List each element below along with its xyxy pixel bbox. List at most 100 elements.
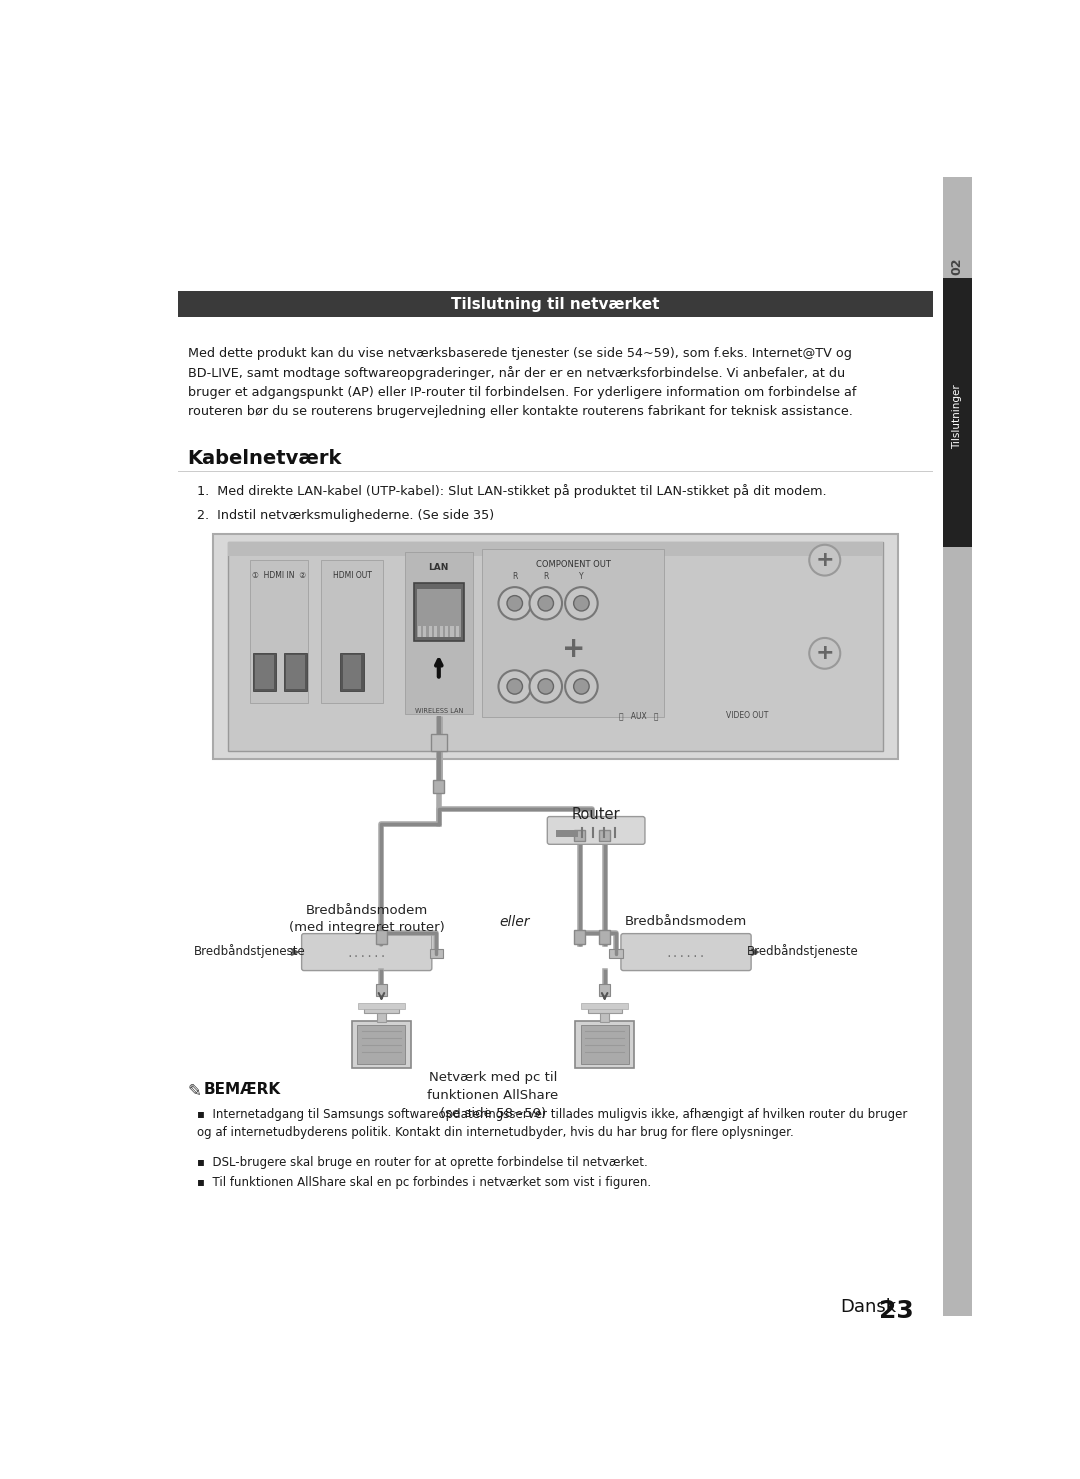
Bar xyxy=(599,830,610,842)
Bar xyxy=(228,541,882,751)
Text: WIRELESS LAN: WIRELESS LAN xyxy=(415,708,463,714)
Circle shape xyxy=(507,679,523,694)
Bar xyxy=(342,655,362,689)
Bar xyxy=(581,1003,627,1009)
Text: Bredbåndstjeneste: Bredbåndstjeneste xyxy=(193,945,306,958)
Bar xyxy=(445,627,448,637)
FancyBboxPatch shape xyxy=(548,816,645,845)
Bar xyxy=(440,627,443,637)
Text: 02: 02 xyxy=(950,257,963,275)
Circle shape xyxy=(573,679,590,694)
Bar xyxy=(433,779,444,793)
Text: Netværk med pc til
funktionen AllShare
(se side 58~59): Netværk med pc til funktionen AllShare (… xyxy=(428,1071,558,1120)
Bar xyxy=(609,950,623,958)
Text: eller: eller xyxy=(499,916,530,929)
Bar xyxy=(429,627,432,637)
Bar xyxy=(581,1025,629,1063)
Text: ▪  DSL-brugere skal bruge en router for at oprette forbindelse til netværket.: ▪ DSL-brugere skal bruge en router for a… xyxy=(197,1157,648,1170)
Text: ①  HDMI IN  ②: ① HDMI IN ② xyxy=(252,571,306,580)
Text: Kabelnetværk: Kabelnetværk xyxy=(188,448,342,467)
Circle shape xyxy=(565,587,597,620)
Circle shape xyxy=(809,637,840,669)
Bar xyxy=(943,278,972,547)
Text: Med dette produkt kan du vise netværksbaserede tjenester (se side 54~59), som f.: Med dette produkt kan du vise netværksba… xyxy=(188,348,856,419)
FancyBboxPatch shape xyxy=(301,933,432,970)
Bar xyxy=(418,627,421,637)
Circle shape xyxy=(565,670,597,703)
Circle shape xyxy=(538,596,554,611)
Bar xyxy=(430,950,444,958)
Circle shape xyxy=(499,670,531,703)
Circle shape xyxy=(499,587,531,620)
Text: Bredbåndsmodem: Bredbåndsmodem xyxy=(625,916,747,929)
Circle shape xyxy=(538,679,554,694)
Text: Ⓡ   AUX   Ⓛ: Ⓡ AUX Ⓛ xyxy=(619,711,659,720)
Bar xyxy=(359,1003,405,1009)
Bar xyxy=(456,627,459,637)
Bar xyxy=(576,1021,634,1068)
Bar xyxy=(417,589,460,637)
Circle shape xyxy=(507,596,523,611)
Text: +: + xyxy=(815,550,834,571)
Bar xyxy=(253,652,276,691)
Bar xyxy=(423,627,427,637)
Bar xyxy=(340,652,364,691)
Text: LAN: LAN xyxy=(429,563,449,572)
Bar xyxy=(599,930,610,944)
Text: ▪  Til funktionen AllShare skal en pc forbindes i netværket som vist i figuren.: ▪ Til funktionen AllShare skal en pc for… xyxy=(197,1176,651,1189)
Circle shape xyxy=(529,587,562,620)
Text: +: + xyxy=(562,636,585,664)
Bar xyxy=(575,830,585,842)
Text: 2.  Indstil netværksmulighederne. (Se side 35): 2. Indstil netværksmulighederne. (Se sid… xyxy=(197,509,495,522)
Bar xyxy=(434,627,437,637)
Text: +: + xyxy=(815,643,834,664)
Text: BEMÆRK: BEMÆRK xyxy=(203,1083,281,1097)
Bar xyxy=(357,1025,405,1063)
Text: ▪  Internetadgang til Samsungs softwareopdateringsserver tillades muligvis ikke,: ▪ Internetadgang til Samsungs softwareop… xyxy=(197,1108,907,1139)
Text: Y: Y xyxy=(579,572,583,581)
Bar xyxy=(213,534,899,759)
Text: COMPONENT OUT: COMPONENT OUT xyxy=(536,561,610,569)
Text: Bredbåndstjeneste: Bredbåndstjeneste xyxy=(747,945,859,958)
Bar xyxy=(376,930,387,944)
Circle shape xyxy=(573,596,590,611)
Bar xyxy=(450,627,454,637)
Bar xyxy=(405,553,473,714)
Text: ......: ...... xyxy=(665,948,706,958)
Text: ✎: ✎ xyxy=(188,1083,202,1100)
Text: 23: 23 xyxy=(879,1300,914,1324)
Circle shape xyxy=(809,544,840,575)
Text: VIDEO OUT: VIDEO OUT xyxy=(726,711,769,720)
Bar xyxy=(255,655,273,689)
Text: Tilslutninger: Tilslutninger xyxy=(953,385,962,448)
Bar xyxy=(556,830,578,837)
Bar xyxy=(588,1004,622,1013)
Bar xyxy=(482,549,664,717)
Text: Dansk: Dansk xyxy=(840,1299,896,1316)
Bar xyxy=(943,177,972,1316)
Bar xyxy=(377,1004,387,1022)
Bar xyxy=(284,652,307,691)
Bar xyxy=(575,930,585,944)
Bar xyxy=(364,1004,399,1013)
Text: Bredbåndsmodem
(med integreret router): Bredbåndsmodem (med integreret router) xyxy=(288,904,445,935)
Bar xyxy=(600,1004,609,1022)
Text: Tilslutning til netværket: Tilslutning til netværket xyxy=(451,297,660,312)
Bar xyxy=(414,583,463,640)
Text: R: R xyxy=(512,572,517,581)
Bar xyxy=(286,655,305,689)
Bar xyxy=(249,561,308,703)
Bar xyxy=(352,1021,410,1068)
Bar xyxy=(431,734,446,751)
Circle shape xyxy=(529,670,562,703)
Text: Router: Router xyxy=(571,808,620,822)
Text: 1.  Med direkte LAN-kabel (UTP-kabel): Slut LAN-stikket på produktet til LAN-sti: 1. Med direkte LAN-kabel (UTP-kabel): Sl… xyxy=(197,484,826,498)
Text: ......: ...... xyxy=(347,948,387,958)
FancyBboxPatch shape xyxy=(621,933,751,970)
Bar xyxy=(376,984,387,995)
Text: R: R xyxy=(543,572,549,581)
Bar xyxy=(599,984,610,995)
Bar xyxy=(177,291,933,317)
Bar xyxy=(228,541,882,556)
Text: HDMI OUT: HDMI OUT xyxy=(333,571,372,580)
